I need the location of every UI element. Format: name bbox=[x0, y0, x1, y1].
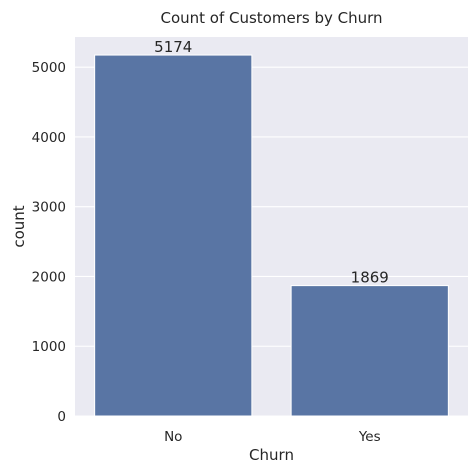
y-tick-label: 3000 bbox=[32, 200, 66, 216]
data-labels: 5174 1869 bbox=[154, 38, 389, 287]
x-tick-labels: No Yes bbox=[164, 429, 381, 445]
y-tick-label: 1000 bbox=[32, 339, 66, 355]
y-tick-label: 2000 bbox=[32, 269, 66, 285]
y-axis-label: count bbox=[10, 205, 28, 247]
x-tick-label: No bbox=[164, 429, 182, 445]
data-label: 5174 bbox=[154, 38, 192, 56]
x-axis-label: Churn bbox=[249, 446, 294, 464]
y-tick-label: 5000 bbox=[32, 60, 66, 76]
y-tick-label: 4000 bbox=[32, 130, 66, 146]
data-label: 1869 bbox=[351, 269, 389, 287]
bar-no bbox=[94, 54, 253, 417]
chart-title: Count of Customers by Churn bbox=[160, 9, 382, 27]
bars bbox=[94, 54, 449, 417]
bar-yes bbox=[290, 285, 449, 417]
y-tick-labels: 0 1000 2000 3000 4000 5000 bbox=[32, 60, 66, 425]
x-tick-label: Yes bbox=[358, 429, 381, 445]
y-tick-label: 0 bbox=[57, 409, 66, 425]
